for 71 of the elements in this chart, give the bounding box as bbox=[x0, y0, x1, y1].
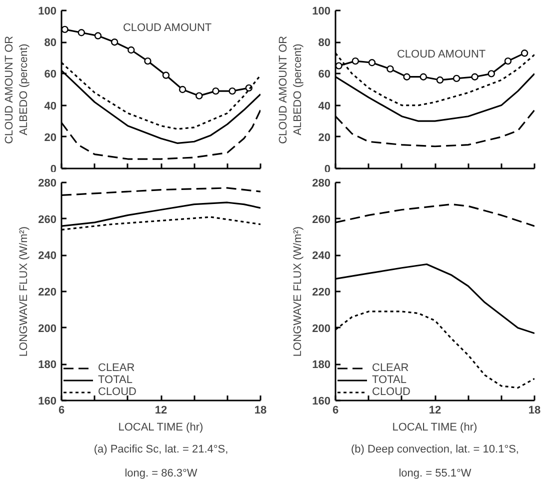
legend-label: TOTAL bbox=[372, 374, 406, 386]
y-tick-label: 240 bbox=[38, 250, 57, 262]
y-tick-label: 80 bbox=[318, 37, 331, 50]
point bbox=[196, 92, 203, 100]
point bbox=[436, 76, 444, 84]
text: long. = 86.3°W bbox=[124, 468, 198, 480]
text: (b) Deep convection, lat. = 10.1°S, bbox=[351, 444, 519, 456]
y-tick-label: 220 bbox=[312, 286, 331, 298]
point bbox=[452, 74, 460, 82]
point bbox=[336, 62, 342, 70]
x-tick-label: 6 bbox=[58, 404, 65, 416]
y-axis-title: LONGWAVE FLUX (W/m²) bbox=[18, 226, 30, 357]
y-tick-label: 240 bbox=[312, 250, 331, 262]
legend-label: CLEAR bbox=[372, 362, 409, 374]
point bbox=[144, 57, 152, 65]
y-tick-label: 60 bbox=[318, 68, 331, 81]
y-tick-label: 180 bbox=[38, 359, 57, 372]
legend-label: CLOUD bbox=[372, 386, 411, 398]
point bbox=[403, 73, 410, 80]
y-tick-label: 160 bbox=[38, 396, 57, 408]
point bbox=[110, 38, 118, 46]
x-tick-label: 6 bbox=[332, 404, 339, 416]
point bbox=[78, 29, 85, 36]
text: (a) Pacific Sc, lat. = 21.4°S, bbox=[94, 444, 228, 456]
point bbox=[162, 72, 170, 79]
y-tick-label: 280 bbox=[312, 178, 331, 190]
x-axis-title: LOCAL TIME (hr) bbox=[392, 422, 478, 434]
y-axis-title: LONGWAVE FLUX (W/m²) bbox=[292, 226, 304, 357]
point bbox=[62, 26, 68, 34]
x-tick-label: 12 bbox=[154, 404, 168, 416]
y-tick-label: 220 bbox=[38, 286, 57, 298]
y-tick-label: 20 bbox=[44, 132, 57, 144]
point bbox=[368, 59, 376, 66]
y-tick-label: 200 bbox=[312, 322, 331, 335]
point bbox=[520, 50, 528, 57]
series-label: CLOUD AMOUNT bbox=[396, 48, 486, 61]
y-tick-label: 40 bbox=[44, 100, 57, 112]
point bbox=[420, 73, 427, 80]
y-tick-label: 160 bbox=[312, 396, 331, 408]
y-tick-label: 100 bbox=[312, 6, 331, 18]
x-tick-label: 12 bbox=[428, 404, 442, 416]
y-axis-title: CLOUD AMOUNT OR ALBEDO (percent) bbox=[4, 36, 30, 144]
point bbox=[386, 65, 394, 73]
point bbox=[504, 57, 512, 65]
y-tick-label: 20 bbox=[318, 132, 331, 144]
point bbox=[212, 87, 220, 95]
x-tick-label: 18 bbox=[254, 404, 267, 416]
y-tick-label: 260 bbox=[38, 214, 57, 226]
series-label: CLOUD AMOUNT bbox=[122, 22, 212, 34]
point bbox=[228, 87, 236, 95]
y-tick-label: 80 bbox=[44, 37, 57, 50]
x-axis-title: LOCAL TIME (hr) bbox=[118, 422, 204, 434]
point bbox=[352, 57, 359, 65]
point bbox=[178, 86, 186, 94]
y-axis-title: CLOUD AMOUNT OR ALBEDO (percent) bbox=[278, 36, 304, 144]
legend-label: CLOUD bbox=[98, 386, 137, 398]
y-tick-label: 60 bbox=[44, 68, 57, 81]
y-tick-label: 180 bbox=[312, 359, 331, 372]
text: long. = 55.1°W bbox=[398, 468, 472, 480]
y-tick-label: 100 bbox=[38, 6, 57, 18]
legend-label: CLEAR bbox=[98, 362, 135, 374]
y-tick-label: 40 bbox=[318, 100, 331, 112]
y-tick-label: 200 bbox=[38, 322, 57, 335]
x-tick-label: 18 bbox=[528, 404, 541, 416]
y-tick-label: 260 bbox=[312, 214, 331, 226]
point bbox=[488, 70, 495, 78]
y-tick-label: 280 bbox=[38, 178, 57, 190]
point bbox=[94, 32, 102, 40]
point bbox=[128, 46, 135, 54]
legend-label: TOTAL bbox=[98, 374, 132, 386]
point bbox=[471, 73, 478, 80]
